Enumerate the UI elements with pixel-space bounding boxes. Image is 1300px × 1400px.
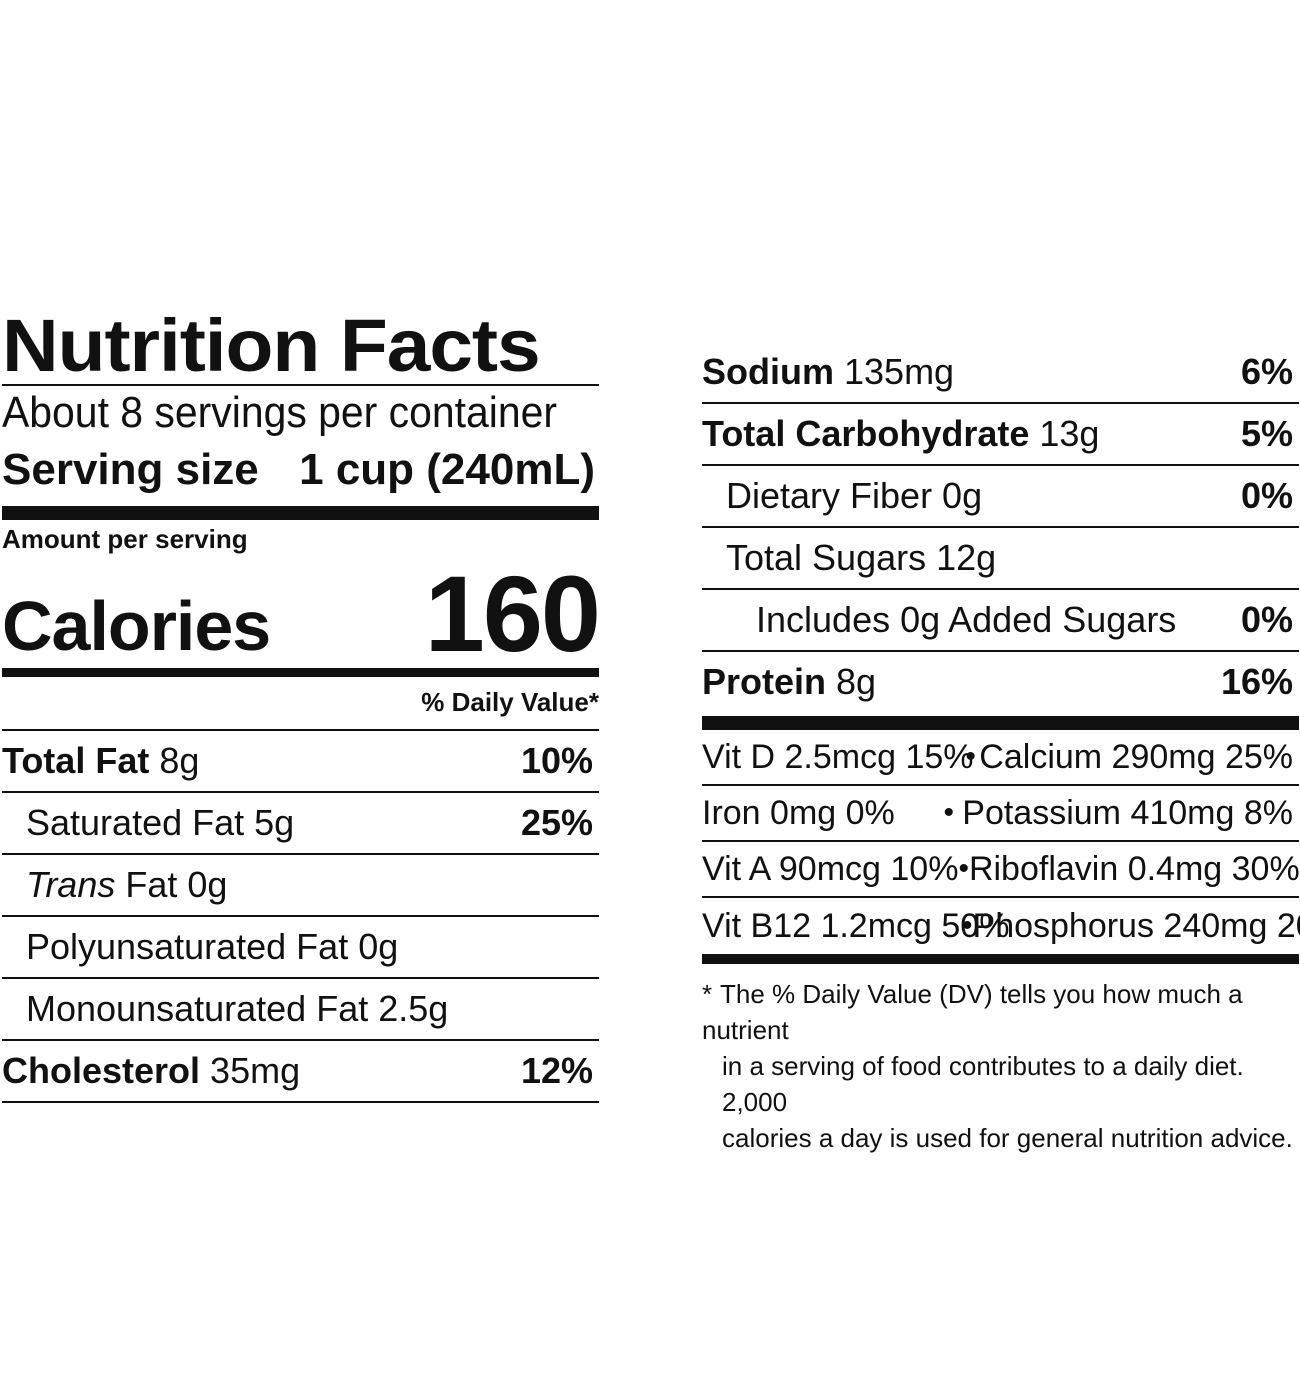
vitamin-row: Vit B12 1.2mcg 50% • Phosphorus 240mg 20…: [702, 896, 1300, 964]
nutrient-name: Total Fat: [2, 740, 150, 781]
vitamin-right: Phosphorus 240mg 20%: [972, 906, 1300, 945]
title-divider: [2, 384, 599, 386]
vitamin-left: Iron 0mg 0%: [702, 793, 895, 832]
amount-per-serving: Amount per serving: [2, 524, 248, 554]
nutrient-row-total-carbohydrate: Total Carbohydrate 13g 5%: [702, 402, 1299, 464]
nutrient-row-polyunsaturated-fat: Polyunsaturated Fat 0g: [2, 915, 599, 977]
nutrient-amount: Includes 0g Added Sugars: [756, 599, 1177, 640]
thick-divider: [2, 506, 599, 520]
nutrient-amount: Total Sugars 12g: [726, 537, 997, 578]
nutrient-percent: 25%: [520, 802, 593, 843]
nutrient-row-trans-fat: Trans Fat 0g: [2, 853, 599, 915]
vitamin-left: Vit D 2.5mcg 15%: [702, 737, 974, 776]
nutrition-label-left-panel: Nutrition Facts About 8 servings per con…: [2, 308, 601, 1103]
vitamin-row: Iron 0mg 0% • Potassium 410mg 8%: [702, 784, 1299, 840]
nutrient-amount: Monounsaturated Fat 2.5g: [26, 988, 449, 1029]
daily-value-header: % Daily Value*: [421, 687, 599, 717]
daily-value-footnote: * The % Daily Value (DV) tells you how mu…: [702, 964, 1299, 1156]
nutrient-row-dietary-fiber: Dietary Fiber 0g 0%: [702, 464, 1299, 526]
calories-value: 160: [424, 553, 601, 674]
nutrient-amount: Dietary Fiber 0g: [726, 475, 983, 516]
nutrient-row-cholesterol: Cholesterol 35mg 12%: [2, 1039, 599, 1103]
vitamin-right: Potassium 410mg 8%: [962, 793, 1293, 832]
nutrient-row-total-fat: Total Fat 8g 10%: [2, 729, 599, 791]
nutrient-amount: Saturated Fat 5g: [26, 802, 295, 843]
nutrient-name: Total Carbohydrate: [702, 413, 1030, 454]
bullet-icon: •: [965, 740, 976, 773]
calories-label: Calories: [2, 587, 271, 665]
label-title: Nutrition Facts: [2, 304, 541, 387]
nutrient-row-added-sugars: Includes 0g Added Sugars 0%: [702, 588, 1299, 650]
vitamin-right: Riboflavin 0.4mg 30%: [968, 849, 1300, 888]
footnote-line: The % Daily Value (DV) tells you how muc…: [702, 979, 1243, 1045]
serving-size-row: Serving size 1 cup (240mL): [2, 440, 599, 500]
nutrient-amount: Polyunsaturated Fat 0g: [26, 926, 399, 967]
serving-size-label: Serving size: [2, 445, 259, 494]
nutrient-amount: 8g: [826, 661, 877, 702]
footnote-asterisk: *: [702, 979, 713, 1009]
vitamin-right: Calcium 290mg 25%: [979, 737, 1293, 776]
footnote-line: in a serving of food contributes to a da…: [722, 1051, 1244, 1117]
footnote-line: calories a day is used for general nutri…: [722, 1123, 1293, 1153]
nutrient-row-protein: Protein 8g 16%: [702, 650, 1299, 712]
medium-divider: [2, 668, 599, 677]
serving-size-value: 1 cup (240mL): [299, 445, 595, 494]
nutrient-amount: Fat 0g: [115, 864, 228, 905]
nutrition-label-right-panel: Sodium 135mg 6% Total Carbohydrate 13g 5…: [702, 342, 1300, 1156]
nutrient-name: Cholesterol: [2, 1050, 201, 1091]
nutrient-percent: 5%: [1240, 413, 1293, 454]
nutrient-row-total-sugars: Total Sugars 12g: [702, 526, 1299, 588]
nutrient-row-saturated-fat: Saturated Fat 5g 25%: [2, 791, 599, 853]
nutrient-percent: 16%: [1220, 661, 1293, 702]
nutrient-amount: 135mg: [834, 351, 955, 392]
nutrient-percent: 0%: [1240, 599, 1293, 640]
nutrient-amount: 13g: [1029, 413, 1100, 454]
vitamin-row: Vit D 2.5mcg 15% • Calcium 290mg 25%: [702, 730, 1299, 784]
nutrient-percent: 6%: [1240, 351, 1293, 392]
servings-per-container: About 8 servings per container: [2, 388, 558, 437]
nutrient-percent: 0%: [1240, 475, 1293, 516]
vitamin-left: Vit B12 1.2mcg 50%: [702, 906, 1010, 945]
nutrient-row-sodium: Sodium 135mg 6%: [702, 342, 1299, 402]
calories-row: Calories 160: [2, 553, 601, 674]
bullet-icon: •: [943, 796, 955, 829]
nutrient-row-monounsaturated-fat: Monounsaturated Fat 2.5g: [2, 977, 599, 1039]
bullet-icon: •: [962, 909, 973, 942]
nutrient-name: Protein: [702, 661, 827, 702]
vitamin-left: Vit A 90mcg 10%: [702, 849, 959, 888]
nutrient-percent: 10%: [520, 740, 593, 781]
bullet-icon: •: [958, 852, 969, 885]
nutrient-percent: 12%: [520, 1050, 593, 1091]
nutrient-name: Sodium: [702, 351, 834, 392]
vitamin-row: Vit A 90mcg 10% • Riboflavin 0.4mg 30%: [702, 840, 1300, 896]
nutrient-amount: 35mg: [200, 1050, 301, 1091]
thick-divider: [702, 716, 1299, 730]
nutrient-amount: 8g: [149, 740, 200, 781]
nutrient-italic-name: Trans: [26, 864, 116, 905]
